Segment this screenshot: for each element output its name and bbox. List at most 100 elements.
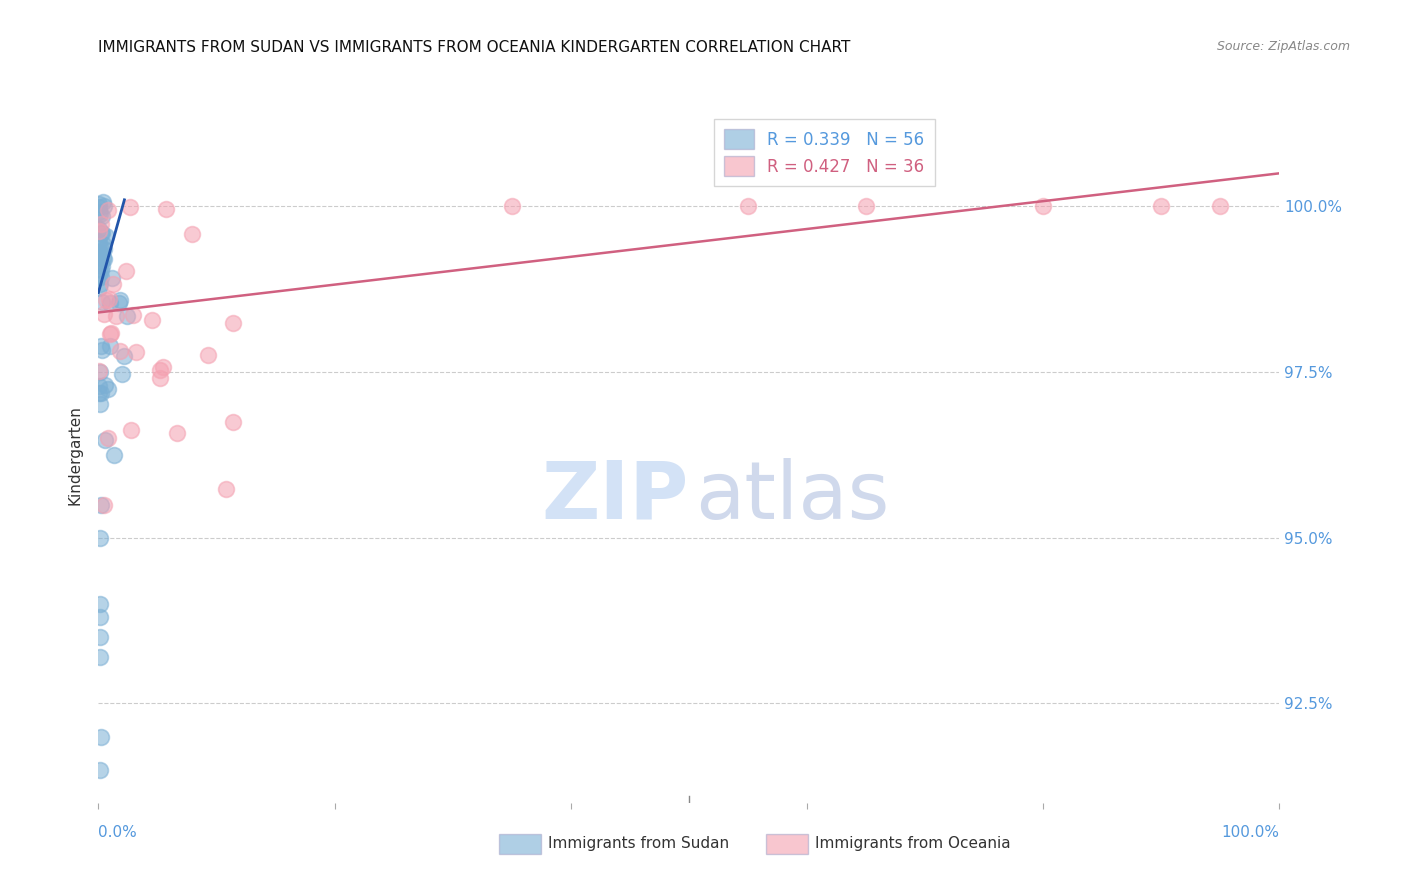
Point [100,326,122,341]
Point [89,650,111,665]
Point [152,359,174,374]
Point [108,344,131,359]
Point [501,199,523,213]
Point [89,281,111,295]
Point [97,202,120,217]
Point [97,382,120,396]
Point [93,252,115,267]
Point [91,252,114,266]
Point [89,246,111,260]
Text: 100.0%: 100.0% [1222,825,1279,840]
Point [215,483,238,497]
Point [90,226,112,240]
Text: 0.0%: 0.0% [98,825,138,840]
Text: atlas: atlas [695,458,889,536]
Point [222,415,245,429]
Point [87,235,110,249]
Point [89,207,111,221]
Point [93,307,115,321]
Point [221,316,243,330]
Point [121,308,143,322]
Point [97,431,120,445]
Point [89,397,111,411]
Point [90,226,112,240]
Point [89,270,111,285]
Point [93,498,115,512]
Point [89,763,111,777]
Point [90,385,112,400]
Point [91,259,114,273]
Point [91,209,114,223]
Point [97,292,120,306]
Point [1032,199,1054,213]
Point [89,365,111,379]
Point [737,199,759,213]
Point [103,448,125,462]
Point [89,531,111,545]
Point [98,295,121,310]
Text: Immigrants from Oceania: Immigrants from Oceania [815,837,1011,851]
Point [90,255,112,269]
Point [197,348,219,362]
Point [90,339,112,353]
Point [115,309,138,323]
Point [89,610,111,624]
Point [101,271,124,285]
Point [93,198,115,212]
Legend: R = 0.339   N = 56, R = 0.427   N = 36: R = 0.339 N = 56, R = 0.427 N = 36 [714,119,935,186]
Point [94,229,117,244]
Point [91,237,114,252]
Point [111,367,134,381]
Text: Source: ZipAtlas.com: Source: ZipAtlas.com [1216,40,1350,54]
Point [125,344,148,359]
Point [87,379,110,393]
Point [120,423,142,437]
Point [93,433,115,447]
Point [103,277,125,291]
Point [1150,199,1173,213]
Point [90,217,112,231]
Point [108,296,131,310]
Point [166,426,188,441]
Text: ZIP: ZIP [541,458,689,536]
Point [89,270,111,285]
Point [180,227,202,241]
Point [105,310,128,324]
Point [90,263,112,277]
Y-axis label: Kindergarten: Kindergarten [67,405,83,505]
Point [89,630,111,644]
Point [91,194,114,209]
Point [112,349,135,363]
Point [98,339,121,353]
Point [87,262,110,277]
Point [89,364,111,378]
Point [94,293,117,308]
Point [90,730,112,744]
Point [89,245,111,260]
Point [89,205,111,219]
Point [155,202,177,216]
Point [855,199,877,213]
Point [114,263,136,277]
Point [89,277,111,292]
Point [90,295,112,310]
Point [87,255,110,269]
Point [89,197,111,211]
Point [118,200,141,214]
Point [141,312,163,326]
Text: IMMIGRANTS FROM SUDAN VS IMMIGRANTS FROM OCEANIA KINDERGARTEN CORRELATION CHART: IMMIGRANTS FROM SUDAN VS IMMIGRANTS FROM… [98,40,851,55]
Point [90,343,112,358]
Point [149,371,172,385]
Point [87,224,110,238]
Point [93,242,115,256]
Point [108,293,131,308]
Point [87,222,110,236]
Text: Immigrants from Sudan: Immigrants from Sudan [548,837,730,851]
Point [1209,199,1232,213]
Point [89,201,111,215]
Point [89,597,111,611]
Point [87,386,110,401]
Point [89,240,111,254]
Point [90,498,112,512]
Point [149,363,172,377]
